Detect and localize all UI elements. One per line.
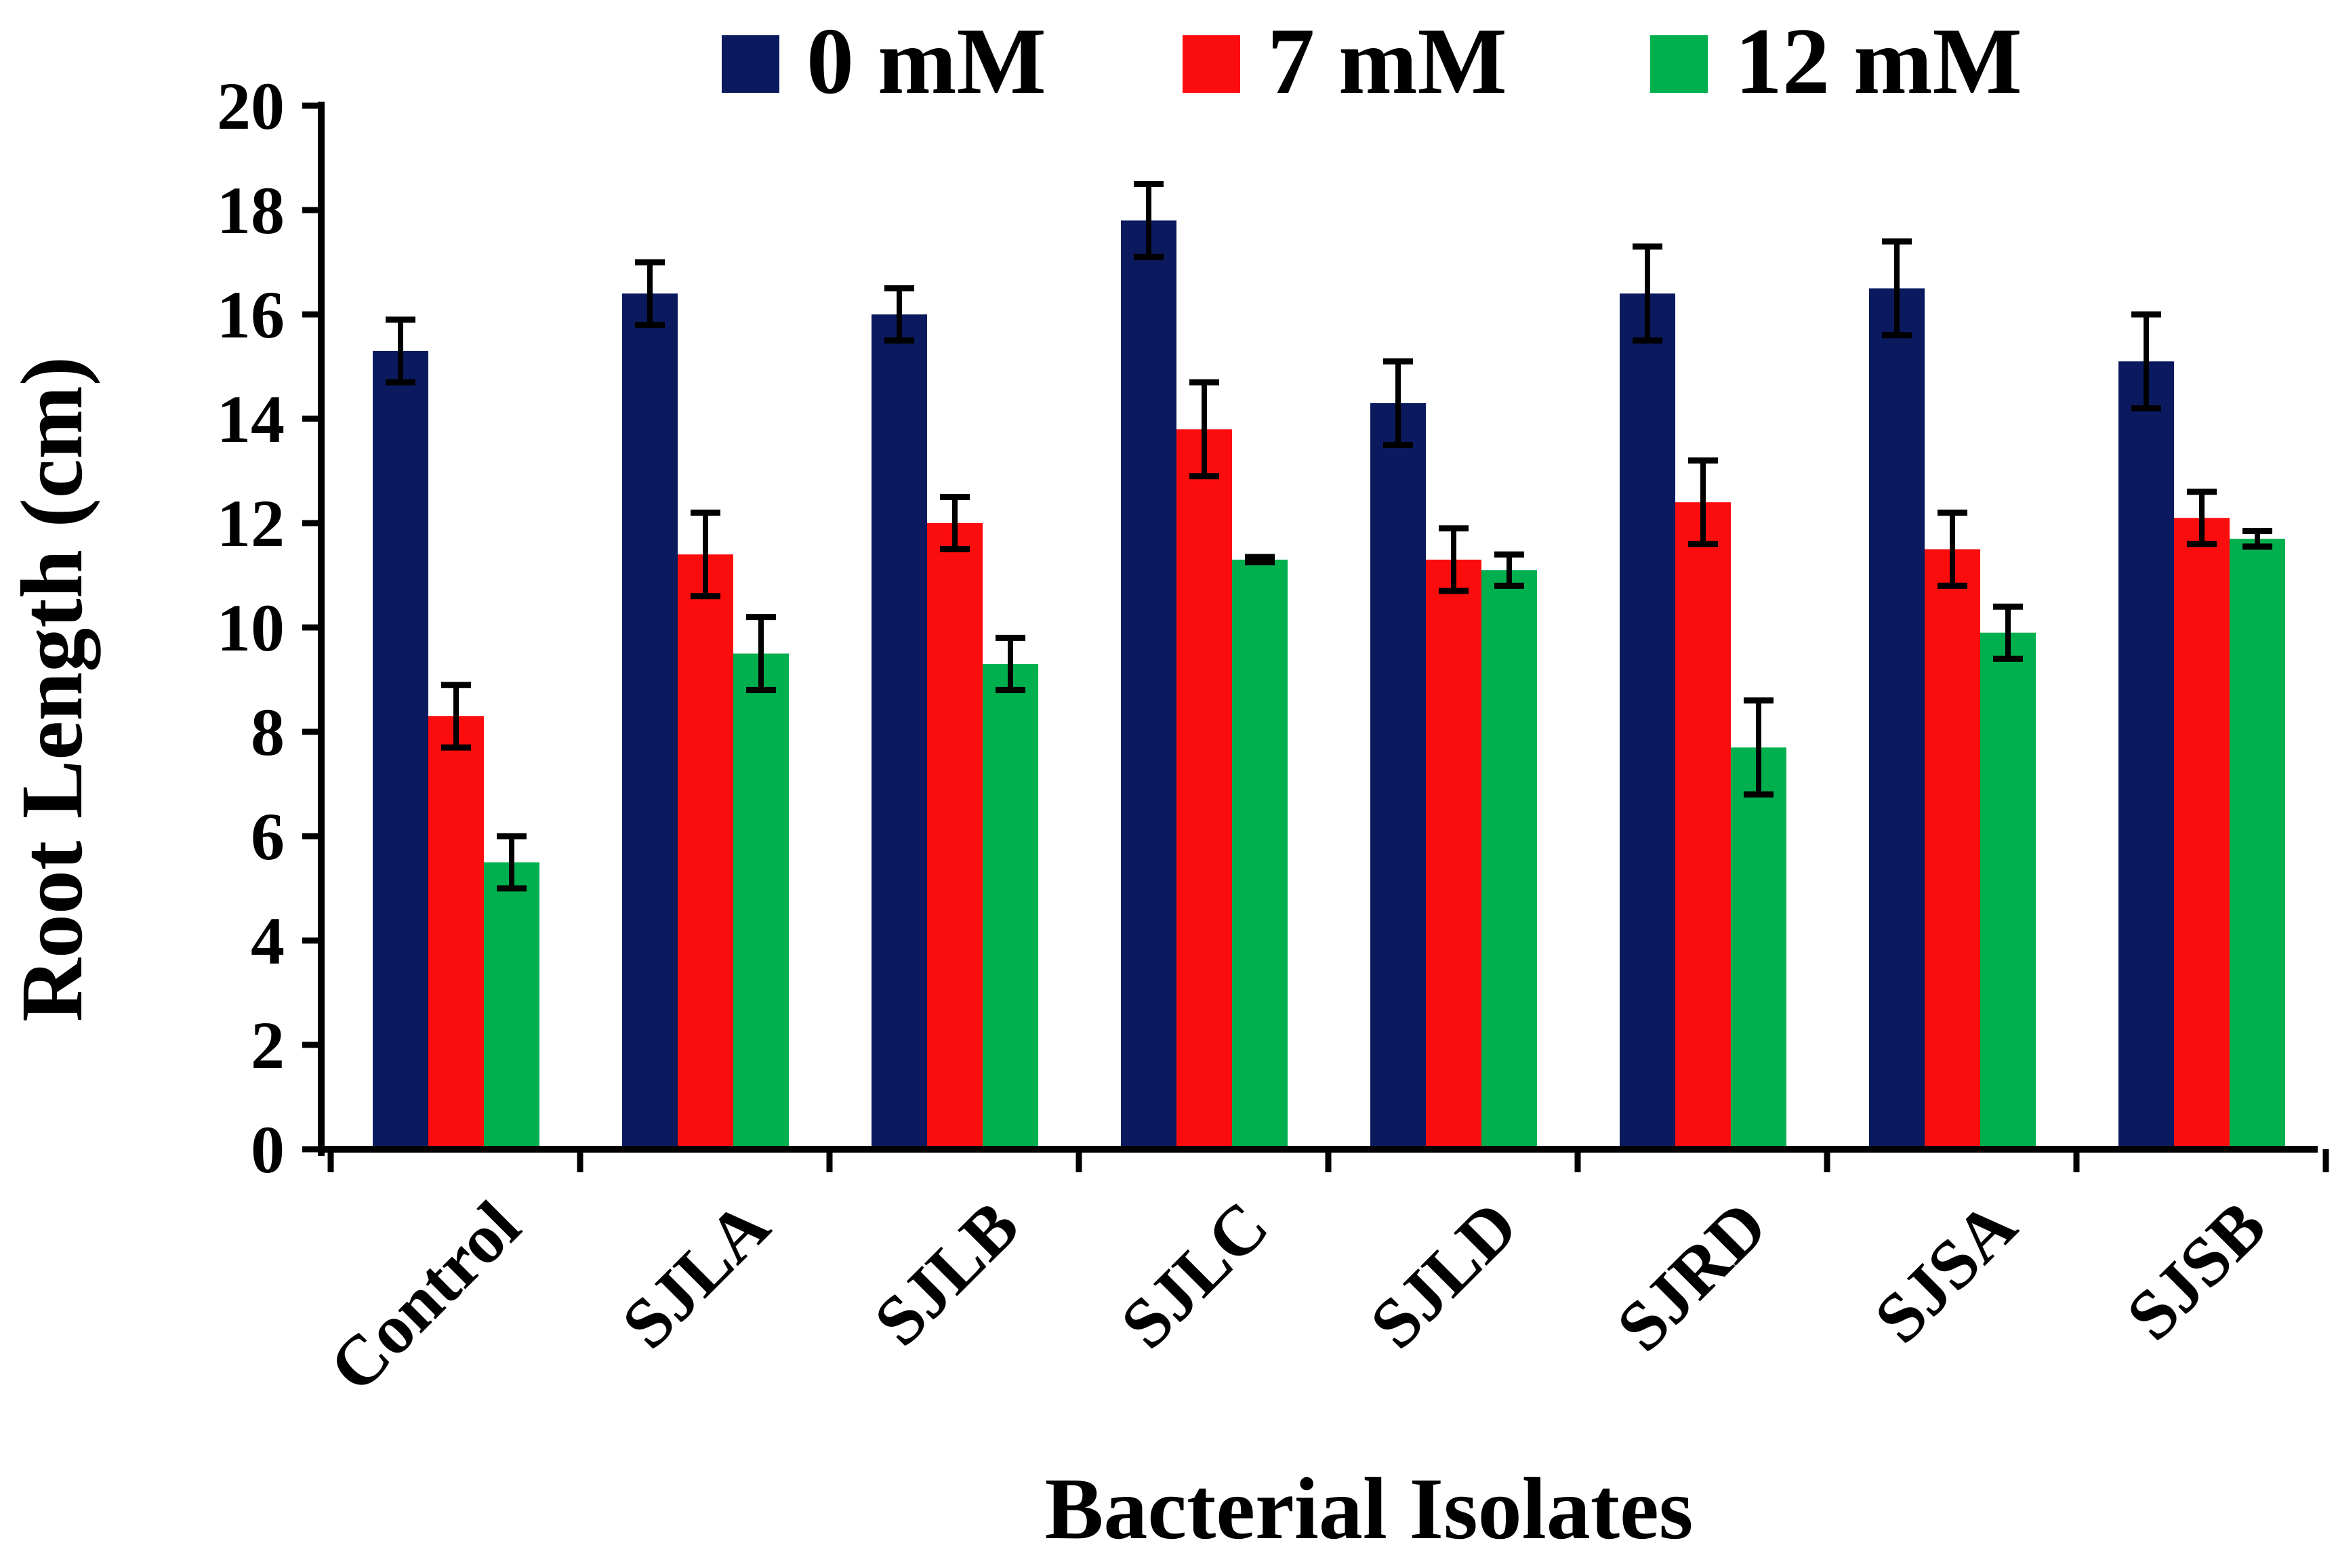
x-tick-label: SJLB (859, 1187, 1033, 1361)
legend-item: 0 mM (722, 9, 1046, 114)
legend-swatch (1183, 35, 1240, 93)
error-bar (1882, 238, 1912, 339)
bar-12-mm-sjsb (2230, 539, 2285, 1149)
bar-0-mm-sjlc (1121, 220, 1176, 1149)
legend-label: 7 mM (1267, 9, 1507, 114)
x-tick-label: SJRD (1602, 1187, 1782, 1366)
error-bar (1938, 510, 1967, 589)
bar-0-mm-control (373, 350, 428, 1149)
y-tick-label: 20 (217, 68, 285, 144)
bar-7-mm-sjsa (1925, 549, 1980, 1149)
x-tick-label: SJSA (1860, 1187, 2031, 1358)
legend-swatch (1650, 35, 1708, 93)
bar-0-mm-sjrd (1620, 293, 1675, 1150)
x-ticks-group: Control SJLA SJLB SJLC SJLD SJRD SJSA SJSB (314, 1149, 2329, 1407)
bar-12-mm-control (484, 862, 539, 1149)
bar-7-mm-sjld (1426, 559, 1481, 1149)
bar-0-mm-sjsb (2118, 361, 2174, 1149)
y-tick-label: 8 (251, 695, 285, 770)
error-bar (1245, 554, 1275, 566)
error-bar (1688, 457, 1718, 548)
error-bar (386, 316, 415, 386)
bar-0-mm-sjlb (872, 314, 927, 1149)
error-bar (441, 682, 471, 751)
bar-12-mm-sjla (733, 653, 789, 1149)
error-bar (2242, 528, 2272, 550)
error-bar (1439, 525, 1469, 594)
legend-item: 12 mM (1650, 9, 2022, 114)
legend-label: 0 mM (806, 9, 1046, 114)
bar-7-mm-control (428, 716, 484, 1149)
error-bar (635, 259, 665, 328)
bar-7-mm-sjsb (2174, 518, 2230, 1149)
bar-7-mm-sjlb (927, 523, 983, 1149)
x-tick-label: SJLC (1106, 1187, 1283, 1363)
error-bar (2187, 489, 2217, 548)
error-bar (691, 510, 720, 600)
bar-0-mm-sjla (622, 293, 678, 1150)
error-bar (746, 614, 776, 693)
error-bar (1383, 358, 1413, 448)
y-tick-label: 4 (251, 903, 285, 978)
bar-7-mm-sjlc (1176, 429, 1232, 1149)
legend-item: 7 mM (1183, 9, 1507, 114)
error-bar (1134, 181, 1164, 260)
y-ticks-group: 0 2 4 6 8 10 12 14 16 18 20 (217, 68, 321, 1187)
bar-7-mm-sjrd (1675, 502, 1731, 1149)
x-tick-label: Control (314, 1187, 535, 1407)
bar-12-mm-sjlb (983, 663, 1038, 1149)
error-bar (940, 494, 970, 552)
x-tick-label: SJLA (607, 1187, 784, 1363)
x-tick-label: SJSB (2112, 1187, 2280, 1355)
y-axis-title: Root Length (cm) (3, 356, 101, 1022)
bar-7-mm-sjla (678, 554, 733, 1149)
error-bar (1633, 243, 1662, 344)
bar-12-mm-sjlc (1232, 559, 1288, 1149)
x-tick-label: SJLD (1355, 1187, 1532, 1363)
bar-12-mm-sjrd (1731, 747, 1786, 1149)
y-tick-label: 6 (251, 799, 285, 874)
legend-swatch (722, 35, 779, 93)
bar-0-mm-sjld (1370, 403, 1426, 1149)
bar-12-mm-sjsa (1980, 632, 2036, 1149)
legend-label: 12 mM (1735, 9, 2022, 114)
bars-group (373, 220, 2285, 1150)
error-bar (1189, 379, 1219, 480)
error-bar (884, 285, 914, 344)
error-bar (1494, 551, 1524, 589)
error-bars-group (386, 181, 2272, 892)
error-bar (2131, 311, 2161, 412)
y-tick-label: 12 (217, 486, 285, 561)
y-tick-label: 2 (251, 1008, 285, 1083)
error-bar (1744, 697, 1774, 798)
y-tick-label: 16 (217, 277, 285, 352)
bar-12-mm-sjld (1481, 570, 1537, 1149)
y-tick-label: 0 (251, 1112, 285, 1187)
x-axis-title: Bacterial Isolates (1045, 1460, 1694, 1558)
y-tick-label: 10 (217, 590, 285, 665)
y-tick-label: 18 (217, 173, 285, 248)
error-bar (996, 634, 1025, 693)
legend: 0 mM 7 mM 12 mM (722, 9, 2022, 114)
error-bar (497, 833, 527, 892)
bar-0-mm-sjsa (1869, 288, 1925, 1149)
error-bar (1993, 603, 2023, 662)
y-tick-label: 14 (217, 381, 285, 457)
